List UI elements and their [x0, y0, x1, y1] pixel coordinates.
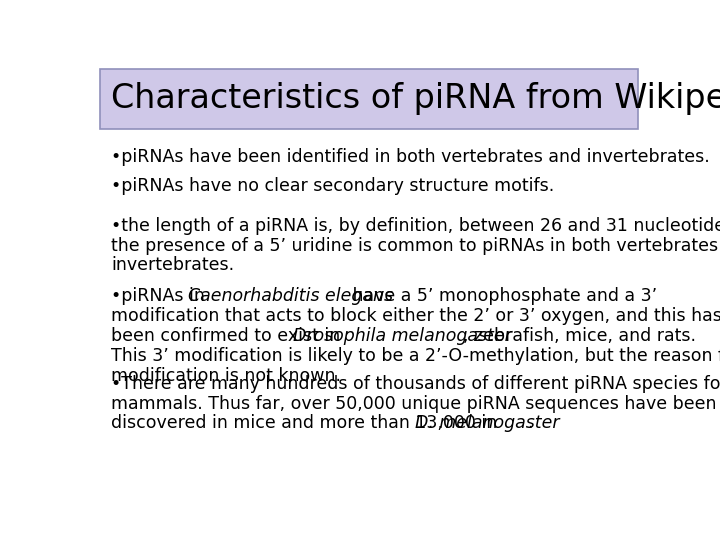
Text: •the length of a piRNA is, by definition, between 26 and 31 nucleotides, and: •the length of a piRNA is, by definition…	[111, 217, 720, 234]
Text: •piRNAs have no clear secondary structure motifs.: •piRNAs have no clear secondary structur…	[111, 177, 554, 195]
FancyBboxPatch shape	[100, 69, 638, 129]
Text: , zebrafish, mice, and rats.: , zebrafish, mice, and rats.	[463, 327, 696, 345]
Text: modification is not known.: modification is not known.	[111, 367, 341, 385]
Text: Caenorhabditis elegans: Caenorhabditis elegans	[188, 287, 393, 305]
Text: modification that acts to block either the 2’ or 3’ oxygen, and this has also: modification that acts to block either t…	[111, 307, 720, 325]
Text: •piRNAs in: •piRNAs in	[111, 287, 210, 305]
Text: Characteristics of piRNA from Wikipedia: Characteristics of piRNA from Wikipedia	[111, 83, 720, 116]
Text: •There are many hundreds of thousands of different piRNA species found in: •There are many hundreds of thousands of…	[111, 375, 720, 393]
Text: mammals. Thus far, over 50,000 unique piRNA sequences have been: mammals. Thus far, over 50,000 unique pi…	[111, 395, 716, 413]
Text: Drosophila melanogaster: Drosophila melanogaster	[293, 327, 512, 345]
Text: have a 5’ monophosphate and a 3’: have a 5’ monophosphate and a 3’	[347, 287, 657, 305]
Text: .: .	[527, 415, 532, 433]
Text: •piRNAs have been identified in both vertebrates and invertebrates.: •piRNAs have been identified in both ver…	[111, 148, 710, 166]
Text: invertebrates.: invertebrates.	[111, 256, 234, 274]
Text: been confirmed to exist in: been confirmed to exist in	[111, 327, 346, 345]
Text: discovered in mice and more than 13,000 in: discovered in mice and more than 13,000 …	[111, 415, 503, 433]
Text: This 3’ modification is likely to be a 2’-O-methylation, but the reason for this: This 3’ modification is likely to be a 2…	[111, 347, 720, 365]
Text: D. melanogaster: D. melanogaster	[415, 415, 559, 433]
Text: the presence of a 5’ uridine is common to piRNAs in both vertebrates and: the presence of a 5’ uridine is common t…	[111, 237, 720, 254]
